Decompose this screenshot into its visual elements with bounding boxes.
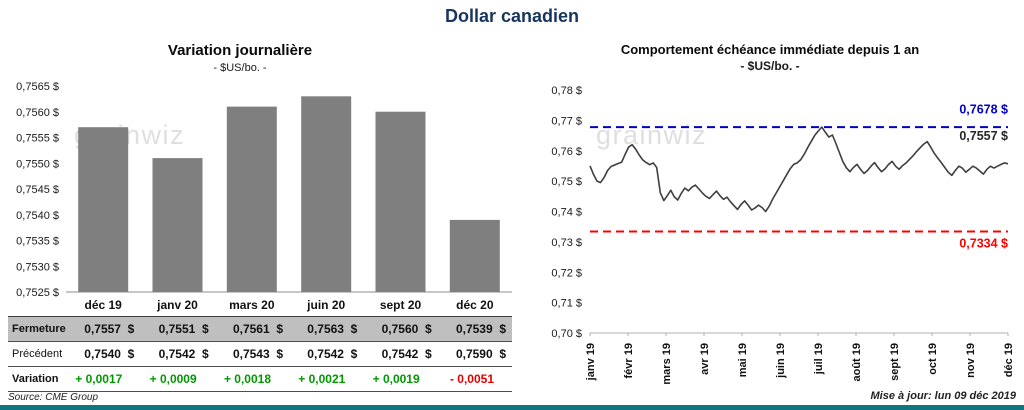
line-ytick-label: 0,72 $ (551, 267, 582, 279)
year-low-label: 0,7334 $ (959, 236, 1008, 250)
cell-variation-3: + 0,0021 (298, 372, 346, 386)
line-xtick-label: déc 19 (1003, 343, 1015, 377)
line-xtick-label: avr 19 (699, 343, 711, 375)
cell-variation-2: + 0,0018 (223, 372, 271, 386)
bar-0 (78, 127, 129, 292)
table-row-précédent: Précédent 0,7540 $ 0,7542 $ 0,7543 $ 0,7542 … (8, 342, 512, 367)
table-row-fermeture: Fermeture 0,7557 $ 0,7551 $ 0,7561 $ 0,7563 … (8, 317, 512, 342)
cell-précédent-2: 0,7543 $ (232, 347, 283, 361)
bar-2 (226, 106, 277, 292)
watermark: grainwiz (596, 120, 707, 150)
cell-fermeture-3: 0,7563 $ (307, 322, 358, 336)
bar-ytick-label: 0,7535 $ (16, 236, 59, 248)
line-ytick-label: 0,74 $ (551, 207, 582, 219)
bar-1 (152, 158, 203, 292)
line-chart-title: Comportement échéance immédiate depuis 1… (620, 42, 920, 57)
updated-note: Mise à jour: lun 09 déc 2019 (870, 390, 1016, 402)
line-chart-subtitle: - $US/bo. - (740, 59, 800, 73)
bar-ytick-label: 0,7560 $ (16, 107, 59, 119)
bar-5 (449, 219, 500, 292)
line-xtick-label: mai 19 (737, 343, 749, 377)
line-ytick-label: 0,76 $ (551, 146, 582, 158)
row-label: Fermeture (12, 323, 66, 335)
bar-ytick-label: 0,7555 $ (16, 133, 59, 145)
cell-fermeture-0: 0,7557 $ (84, 322, 135, 336)
cell-fermeture-4: 0,7560 $ (381, 322, 432, 336)
bar-ytick-label: 0,7545 $ (16, 184, 59, 196)
cell-précédent-1: 0,7542 $ (158, 347, 209, 361)
page-title: Dollar canadien (444, 6, 580, 26)
table-row-variation: Variation + 0,0017 + 0,0009 + 0,0018 + 0,002… (8, 367, 512, 392)
bar-chart-title: Variation journalière (167, 42, 313, 59)
cell-variation-1: + 0,0009 (149, 372, 197, 386)
line-chart: grainwiz 0,78 $ 0,77 $ 0,76 $ 0,75 $ 0,74 $ 0,… (551, 85, 1015, 385)
bar-chart-subtitle: - $US/bo. - (213, 62, 267, 74)
cell-variation-4: + 0,0019 (372, 372, 420, 386)
year-high-label: 0,7678 $ (959, 103, 1008, 117)
line-xtick-label: oct 19 (927, 343, 939, 375)
line-xtick-label: mars 19 (661, 343, 673, 385)
line-xtick-label: juil 19 (813, 343, 825, 375)
line-ytick-label: 0,71 $ (551, 298, 582, 310)
bar-category-2: mars 20 (229, 298, 275, 312)
cell-précédent-0: 0,7540 $ (84, 347, 135, 361)
cell-fermeture-1: 0,7551 $ (158, 322, 209, 336)
line-xtick-label: août 19 (851, 343, 863, 382)
source-note: Source: CME Group (8, 392, 99, 403)
last-price-label: 0,7557 $ (959, 129, 1008, 143)
cell-précédent-3: 0,7542 $ (307, 347, 358, 361)
bar-category-3: juin 20 (307, 298, 346, 312)
bar-ytick-label: 0,7525 $ (16, 287, 59, 299)
row-label: Précédent (12, 348, 63, 360)
cell-variation-0: + 0,0017 (75, 372, 123, 386)
bar-x-axis-labels: déc 19 janv 20 mars 20 juin 20 sept 20 déc 20 (8, 294, 512, 316)
bar-category-1: janv 20 (157, 298, 198, 312)
bar-ytick-label: 0,7550 $ (16, 158, 59, 170)
cell-variation-5: - 0,0051 (449, 372, 494, 386)
bar-ytick-label: 0,7565 $ (16, 81, 59, 93)
line-ytick-label: 0,73 $ (551, 237, 582, 249)
line-ytick-label: 0,77 $ (551, 115, 582, 127)
line-xtick-label: janv 19 (585, 343, 597, 381)
bar-category-0: déc 19 (84, 298, 122, 312)
bar-ytick-label: 0,7540 $ (16, 210, 59, 222)
cell-fermeture-5: 0,7539 $ (455, 322, 506, 336)
accent-bottom-bar (0, 405, 1024, 410)
row-label: Variation (12, 373, 59, 385)
line-ytick-label: 0,75 $ (551, 176, 582, 188)
cell-fermeture-2: 0,7561 $ (232, 322, 283, 336)
bar-3 (301, 96, 352, 292)
line-ytick-label: 0,70 $ (551, 328, 582, 340)
bar-category-4: sept 20 (379, 298, 422, 312)
line-xtick-label: sept 19 (889, 343, 901, 381)
bar-4 (375, 111, 426, 292)
price-line (589, 126, 1009, 213)
bar-ytick-label: 0,7530 $ (16, 261, 59, 273)
cell-précédent-5: 0,7590 $ (455, 347, 506, 361)
bar-category-5: déc 20 (456, 298, 494, 312)
cell-précédent-4: 0,7542 $ (381, 347, 432, 361)
summary-table: Fermeture 0,7557 $ 0,7551 $ 0,7561 $ 0,7563 … (8, 316, 512, 392)
line-xtick-label: nov 19 (965, 343, 977, 378)
line-ytick-label: 0,78 $ (551, 85, 582, 97)
line-xtick-label: juin 19 (775, 343, 787, 379)
line-xtick-label: févr 19 (623, 343, 635, 378)
